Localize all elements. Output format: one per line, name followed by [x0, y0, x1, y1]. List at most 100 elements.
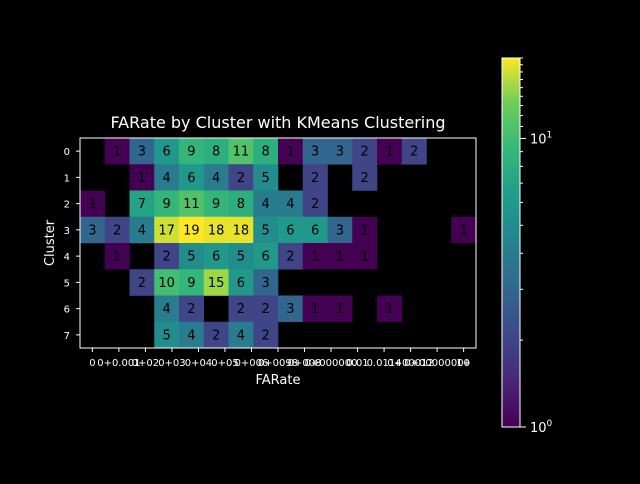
cell-value-label: 9 [162, 197, 170, 212]
cell-value-label: 1 [459, 223, 467, 238]
colorbar-gradient [501, 57, 521, 428]
heatmap-cell [278, 138, 304, 165]
cell-value-label: 7 [138, 197, 146, 212]
heatmap-cell [203, 190, 229, 218]
cell-value-label: 4 [237, 328, 245, 343]
heatmap-cell [228, 138, 254, 165]
cell-value-label: 18 [233, 223, 250, 238]
cell-value-label: 4 [162, 302, 170, 317]
cell-value-label: 17 [158, 223, 175, 238]
colorbar-tick-label: 101 [530, 130, 552, 147]
heatmap-cell [253, 321, 279, 349]
cell-value-label: 11 [233, 145, 250, 160]
heatmap-cell [278, 295, 304, 323]
heatmap-cell [154, 269, 180, 296]
x-tick-label: 0+05 [211, 358, 238, 369]
x-axis-label: FARate [256, 373, 301, 388]
cell-value-label: 3 [261, 276, 269, 291]
x-tick-label: 0+0098 [258, 358, 298, 369]
x-tick-label: 0 [89, 358, 95, 369]
cell-value-label: 10 [158, 276, 175, 291]
y-tick-label: 3 [64, 226, 70, 237]
cell-value-label: 4 [187, 328, 195, 343]
heatmap-cell [302, 138, 328, 165]
heatmap-cell [327, 243, 353, 270]
cell-value-label: 1 [113, 250, 121, 265]
heatmap-cell [129, 164, 155, 191]
heatmap-cell [327, 138, 353, 165]
heatmap-cell [154, 164, 180, 191]
x-tick-label: 0+02 [132, 358, 159, 369]
cell-value-label: 1 [360, 223, 368, 238]
cell-value-label: 2 [261, 328, 269, 343]
heatmap-cell [377, 138, 403, 165]
heatmap-cell [302, 164, 328, 191]
heatmap-cell [352, 216, 378, 244]
heatmap-cell [129, 216, 155, 244]
heatmap-cell [203, 269, 229, 296]
y-tick-label: 6 [64, 305, 70, 316]
cell-value-label: 5 [261, 171, 269, 186]
cell-value-label: 2 [261, 302, 269, 317]
cell-value-label: 1 [311, 302, 319, 317]
heatmap-cell [352, 164, 378, 191]
cell-value-label: 6 [286, 223, 294, 238]
cell-value-label: 3 [336, 223, 344, 238]
x-tick-label: 1+ [456, 358, 471, 369]
cell-value-label: 1 [286, 145, 294, 160]
cell-value-label: 2 [360, 145, 368, 160]
heatmap-cell [203, 216, 229, 244]
heatmap-cell [302, 190, 328, 218]
heatmap-cell [302, 295, 328, 323]
heatmap-cell [228, 243, 254, 270]
heatmap-cell [253, 216, 279, 244]
x-tick-label: 0+000000 [305, 358, 358, 369]
heatmap-cell [451, 216, 477, 244]
x-tick-label: 0.0114 [367, 358, 402, 369]
heatmap-cell [228, 190, 254, 218]
cell-value-label: 18 [208, 223, 225, 238]
cell-value-label: 2 [212, 328, 220, 343]
heatmap-cell [179, 164, 205, 191]
cell-value-label: 3 [138, 145, 146, 160]
heatmap-cell [179, 216, 205, 244]
cell-value-label: 4 [212, 171, 220, 186]
heatmap-cell [228, 321, 254, 349]
x-tick-label: 0+0.001 [97, 358, 140, 369]
cell-value-label: 1 [138, 171, 146, 186]
heatmap-cell [154, 321, 180, 349]
y-tick-label: 7 [64, 331, 70, 342]
heatmap-cell [401, 138, 427, 165]
heatmap-cell [203, 321, 229, 349]
cell-value-label: 6 [237, 276, 245, 291]
y-axis: 0 1 2 3 4 5 6 7 [64, 147, 80, 342]
heatmap-cell [253, 243, 279, 270]
heatmap-cell [278, 190, 304, 218]
cell-value-label: 4 [261, 197, 269, 212]
heatmap-cell [179, 138, 205, 165]
heatmap-cell [278, 243, 304, 270]
cell-value-label: 8 [237, 197, 245, 212]
cell-value-label: 2 [138, 276, 146, 291]
cell-value-label: 1 [311, 250, 319, 265]
cell-value-label: 1 [360, 250, 368, 265]
cell-value-label: 9 [187, 276, 195, 291]
cell-value-label: 1 [336, 250, 344, 265]
cell-value-label: 4 [138, 223, 146, 238]
cell-value-label: 3 [311, 145, 319, 160]
heatmap-cell [203, 138, 229, 165]
cell-value-label: 19 [183, 223, 200, 238]
y-tick-label: 5 [64, 278, 70, 289]
heatmap-cell [228, 164, 254, 191]
cell-value-label: 6 [212, 250, 220, 265]
heatmap-cell [228, 269, 254, 296]
cell-value-label: 3 [88, 223, 96, 238]
cell-value-label: 9 [212, 197, 220, 212]
cell-value-label: 15 [208, 276, 225, 291]
heatmap-cell [179, 295, 205, 323]
heatmap-cell [228, 295, 254, 323]
cell-value-label: 8 [212, 145, 220, 160]
heatmap-cell [352, 138, 378, 165]
y-tick-label: 0 [64, 147, 70, 158]
